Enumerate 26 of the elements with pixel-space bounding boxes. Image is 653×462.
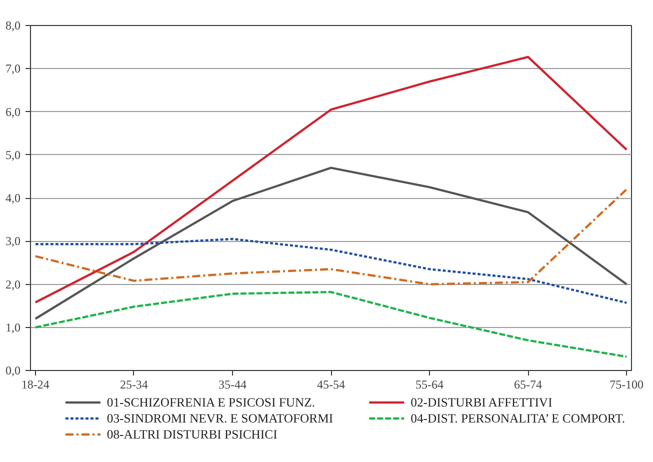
line-series [34,56,628,304]
y-tick-label: 2,0 [6,277,20,292]
legend-label: 03-SINDROMI NEVR. E SOMATOFORMI [106,412,334,426]
x-tick-label: 25-34 [120,378,148,392]
x-tick-label: 35-44 [218,378,246,392]
y-tick-label: 5,0 [6,148,20,162]
line-series [34,188,628,286]
x-tick-label: 75-100 [610,378,644,392]
legend-label: 01-SCHIZOFRENIA E PSICOSI FUNZ. [106,396,316,410]
legend-label: 04-DIST. PERSONALITA’ E COMPORT. [410,412,626,426]
x-tick-label: 65-74 [514,378,542,392]
y-tick-label: 8,0 [6,18,20,32]
line-series [34,290,628,358]
y-tick-label: 0,0 [6,364,20,378]
line-series [34,238,628,304]
x-tick-label: 55-64 [416,378,444,392]
y-tick-label: 4,0 [6,191,20,205]
x-tick-label: 45-54 [317,378,345,392]
legend-label: 02-DISTURBI AFFETTIVI [410,396,552,410]
y-tick-label: 1,0 [6,320,20,334]
y-tick-label: 6,0 [6,104,20,119]
x-tick-label: 18-24 [21,378,50,392]
legend-label: 08-ALTRI DISTURBI PSICHICI [106,428,278,442]
y-tick-label: 7,0 [6,62,20,76]
line-series [34,166,628,320]
y-tick-label: 3,0 [6,234,20,248]
